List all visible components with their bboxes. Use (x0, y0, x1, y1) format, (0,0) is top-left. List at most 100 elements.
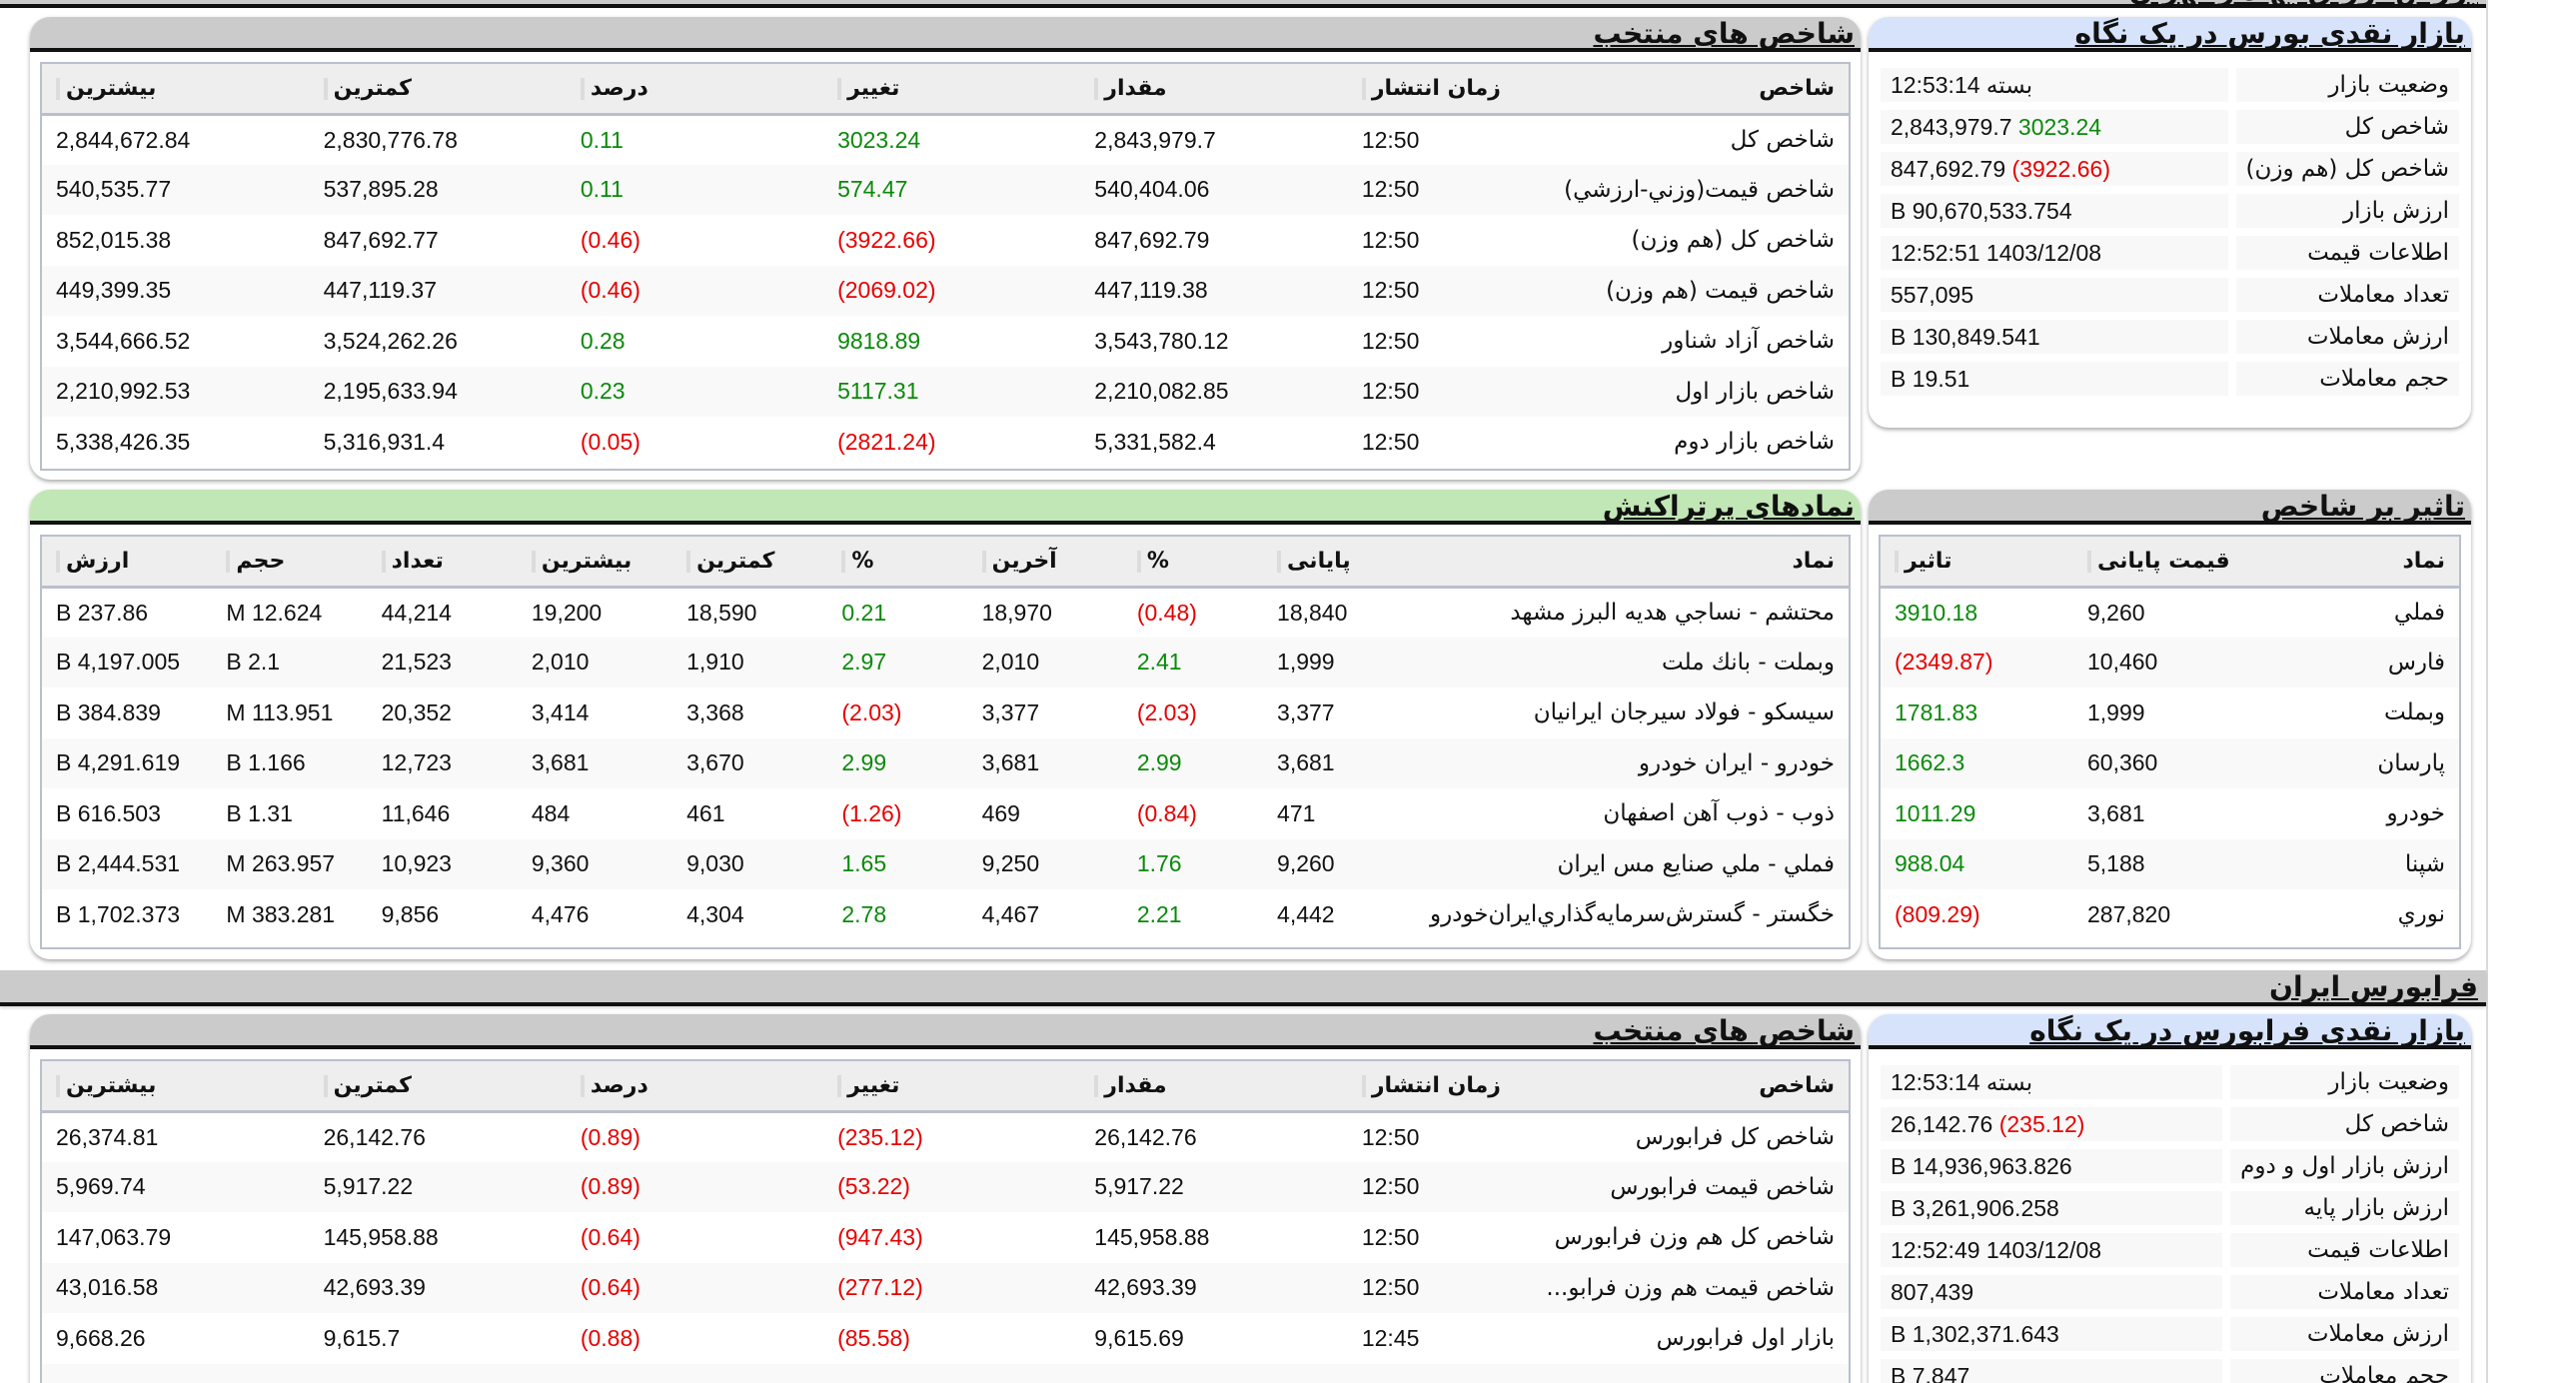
column-header[interactable]: نماد (1388, 537, 1849, 589)
summary-value: 130,849.541 B (1881, 320, 2228, 354)
table-row[interactable]: نوري 287,820 (809.29) (1881, 889, 2459, 940)
column-header[interactable]: تاثیر (1881, 537, 2073, 589)
column-header[interactable]: تعداد (367, 537, 518, 589)
table-row[interactable]: خودرو - ايران خودرو 3,681 2.99 3,681 2.99 3,6… (42, 737, 1849, 788)
table-row[interactable]: شاخص بازار دوم 12:50 5,331,582.4 (2821.24) (… (42, 417, 1849, 468)
column-resize-handle[interactable] (1094, 77, 1099, 100)
table-row[interactable]: پارسان 60,360 1662.3 (1881, 737, 2459, 788)
cell-count: 12,723 (367, 737, 518, 788)
column-header[interactable]: % (1122, 537, 1264, 589)
column-header[interactable]: درصد (566, 64, 824, 116)
table-row[interactable]: ذوب - ذوب آهن اصفهان 471 (0.84) 469 (1.26) 46… (42, 788, 1849, 839)
column-resize-handle[interactable] (1136, 550, 1141, 573)
column-resize-handle[interactable] (381, 550, 386, 573)
cell-symbol: سيسكو - فولاد سيرجان ايرانيان (1533, 699, 1835, 726)
table-row[interactable]: شاخص کل (هم وزن) 12:50 847,692.79 (3922.66)… (42, 215, 1849, 266)
column-header-label: آخرین (991, 548, 1057, 574)
table-row[interactable] (42, 1363, 1849, 1383)
cell-value: 5,917.22 (1080, 1161, 1348, 1212)
column-resize-handle[interactable] (1895, 550, 1899, 573)
table-row[interactable]: بازار اول فرابورس 12:45 9,615.69 (85.58) (0.… (42, 1313, 1849, 1364)
table-row[interactable]: شاخص کل فرابورس 12:50 26,142.76 (235.12) (0.… (42, 1111, 1849, 1162)
column-header[interactable]: مقدار (1080, 1061, 1348, 1113)
table-row[interactable]: محتشم - نساجي هديه البرز مشهد 18,840 (0.48… (42, 587, 1849, 638)
column-header[interactable]: آخرین (967, 537, 1123, 589)
table-row[interactable]: فملي 9,260 3910.18 (1881, 587, 2459, 638)
column-resize-handle[interactable] (580, 77, 585, 100)
column-header[interactable]: کمترین (309, 64, 567, 116)
cell-impact: (2349.87) (1881, 637, 2073, 688)
cell-max: 3,414 (531, 698, 590, 725)
column-header-label: کمترین (696, 548, 775, 574)
column-resize-handle[interactable] (1361, 1074, 1366, 1097)
column-resize-handle[interactable] (837, 1074, 842, 1097)
column-header[interactable]: نماد (2266, 537, 2459, 589)
summary-row: ارزش معاملات 1,302,371.643 B (1881, 1317, 2459, 1351)
table-row[interactable]: شاخص کل 12:50 2,843,979.7 3023.24 0.11 2,830,… (42, 114, 1849, 165)
column-resize-handle[interactable] (1094, 1074, 1099, 1097)
cell-max (42, 1363, 310, 1383)
column-header-label: حجم (236, 548, 286, 574)
column-header[interactable]: بیشترین (42, 1061, 310, 1113)
column-resize-handle[interactable] (686, 550, 691, 573)
column-header[interactable]: کمترین (672, 537, 828, 589)
column-header[interactable]: مقدار (1080, 64, 1348, 116)
table-row[interactable]: خودرو 3,681 1011.29 (1881, 788, 2459, 839)
summary-change: (3922.66) (2011, 155, 2110, 182)
summary-value-text: 807,439 (1891, 1278, 1974, 1305)
summary-row: وضعیت بازار بسته 12:53:14 (1881, 1065, 2459, 1099)
column-resize-handle[interactable] (981, 550, 986, 573)
column-header[interactable]: قیمت پایانی (2073, 537, 2266, 589)
column-resize-handle[interactable] (323, 77, 328, 100)
column-header[interactable]: پایانی (1263, 537, 1389, 589)
cell-impact: 1662.3 (1881, 737, 2073, 788)
table-row[interactable]: شاخص بازار اول 12:50 2,210,082.85 5117.31 0.… (42, 366, 1849, 417)
table-row[interactable]: شاخص قيمت (هم وزن) 12:50 447,119.38 (2069.0… (42, 265, 1849, 316)
column-resize-handle[interactable] (323, 1074, 328, 1097)
table-row[interactable]: فملي - ملي صنايع مس ايران 9,260 1.76 9,250 1… (42, 838, 1849, 889)
table-row[interactable]: فارس 10,460 (2349.87) (1881, 637, 2459, 688)
column-resize-handle[interactable] (580, 1074, 585, 1097)
column-header[interactable]: تغییر (823, 1061, 1081, 1113)
column-header[interactable]: شاخص (1519, 1061, 1849, 1113)
table-row[interactable]: خگستر - گسترش‌سرمايه‌گذاري‌ايران‌خودرو 4,… (42, 889, 1849, 940)
table-row[interactable]: شاخص کل هم وزن فرابورس 12:50 145,958.88 (94… (42, 1212, 1849, 1263)
column-header[interactable]: % (827, 537, 968, 589)
cell-value: 237.86 B (56, 599, 149, 626)
column-header[interactable]: شاخص (1519, 64, 1849, 116)
cell-pct (566, 1363, 824, 1383)
table-row[interactable]: وبملت 1,999 1781.83 (1881, 688, 2459, 738)
page-container (2486, 0, 2488, 1383)
column-header-label: مقدار (1104, 1072, 1167, 1098)
table-row[interactable]: شاخص قيمت فرابورس 12:50 5,917.22 (53.22) (0.… (42, 1161, 1849, 1212)
table-row[interactable]: شاخص قيمت(وزني-ارزشي) 12:50 540,404.06 574.… (42, 164, 1849, 215)
table-row[interactable]: شپنا 5,188 988.04 (1881, 838, 2459, 889)
table-row[interactable]: شاخص قيمت هم وزن فرابو... 12:50 42,693.39(… (42, 1262, 1849, 1313)
column-header[interactable]: زمان انتشار (1347, 64, 1520, 116)
column-header[interactable]: تغییر (823, 64, 1081, 116)
column-resize-handle[interactable] (841, 550, 846, 573)
column-resize-handle[interactable] (1361, 77, 1366, 100)
column-resize-handle[interactable] (2087, 550, 2091, 573)
column-header[interactable]: حجم (212, 537, 368, 589)
column-resize-handle[interactable] (56, 77, 60, 100)
column-header[interactable]: بیشترین (42, 64, 310, 116)
cell-value: 5,331,582.4 (1094, 428, 1216, 455)
column-header[interactable]: درصد (566, 1061, 824, 1113)
column-resize-handle[interactable] (56, 1074, 60, 1097)
table-row[interactable]: وبملت - بانك ملت 1,999 2.41 2,010 2.97 1,910 2… (42, 637, 1849, 688)
column-resize-handle[interactable] (226, 550, 231, 573)
column-header[interactable]: کمترین (309, 1061, 567, 1113)
column-resize-handle[interactable] (56, 550, 60, 573)
column-resize-handle[interactable] (837, 77, 842, 100)
column-header[interactable]: ارزش (42, 537, 213, 589)
column-header[interactable]: زمان انتشار (1347, 1061, 1520, 1113)
table-row[interactable]: سيسكو - فولاد سيرجان ايرانيان 3,377 (2.03)… (42, 688, 1849, 738)
column-resize-handle[interactable] (531, 550, 536, 573)
summary-value: 557,095 (1881, 278, 2228, 312)
cell-count: 20,352 (381, 698, 452, 725)
table-row[interactable]: شاخص آزاد شناور 12:50 3,543,780.12 9818.89 0… (42, 316, 1849, 367)
column-resize-handle[interactable] (1277, 550, 1282, 573)
column-header[interactable]: بیشترین (517, 537, 673, 589)
cell-pct: (0.05) (580, 428, 641, 455)
